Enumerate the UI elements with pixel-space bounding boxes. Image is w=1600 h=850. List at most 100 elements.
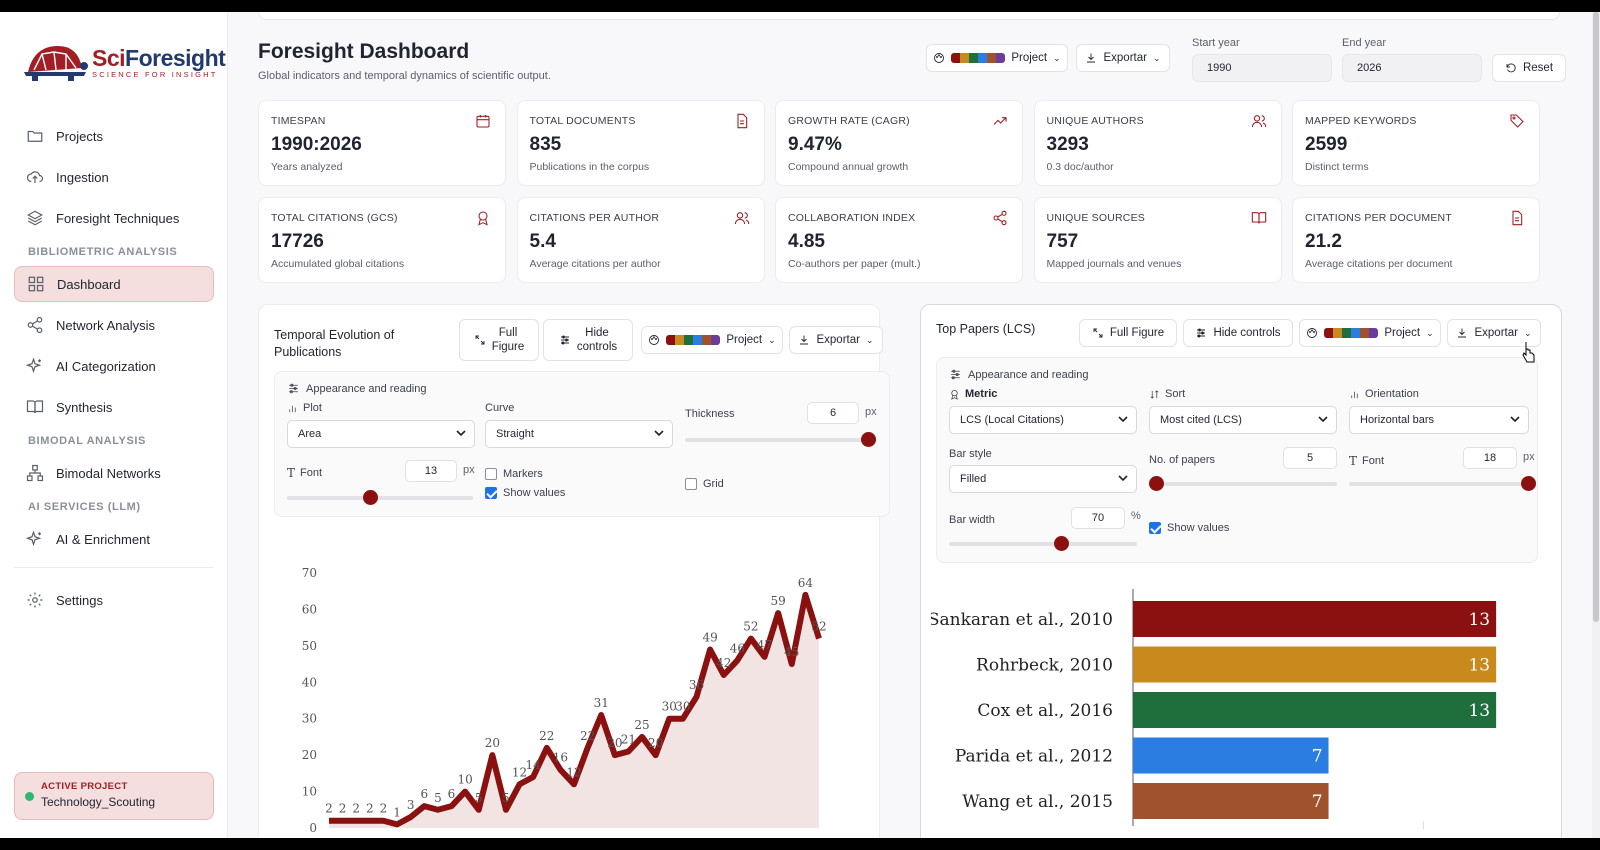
- show-values-checkbox[interactable]: Show values: [485, 487, 565, 499]
- network-icon: [26, 464, 44, 482]
- category-label: Sankaran et al., 2010: [931, 610, 1113, 630]
- stat-value: 17726: [271, 231, 324, 252]
- sidebar-item-settings[interactable]: Settings: [14, 582, 214, 618]
- appearance-controls: Appearance and reading Plot Area Curve S…: [274, 371, 890, 517]
- sidebar-item-network-analysis[interactable]: Network Analysis: [14, 307, 214, 343]
- font-slider-knob[interactable]: [1521, 476, 1536, 491]
- sort-select[interactable]: Most cited (LCS): [1149, 406, 1337, 434]
- brand-logo[interactable]: SciForesight SCIENCE FOR INSIGHT: [20, 40, 226, 84]
- plot-select[interactable]: Area: [287, 420, 475, 448]
- export-button[interactable]: Exportar ⌄: [1447, 319, 1541, 347]
- thickness-input[interactable]: 6: [807, 402, 859, 424]
- checkbox-box: [685, 478, 697, 490]
- export-button[interactable]: Exportar ⌄: [789, 326, 883, 354]
- font-slider-knob[interactable]: [362, 490, 378, 505]
- bar-style-select[interactable]: Filled: [949, 465, 1137, 493]
- data-label: 16: [553, 751, 568, 765]
- font-size-input[interactable]: 18: [1463, 447, 1517, 469]
- papers-slider-track[interactable]: [1149, 476, 1337, 491]
- full-figure-button[interactable]: Full Figure: [459, 319, 539, 361]
- metric-select[interactable]: LCS (Local Citations): [949, 406, 1137, 434]
- expand-icon: [475, 335, 485, 345]
- bar: [1133, 783, 1329, 819]
- sidebar-item-ai-categorization[interactable]: AI Categorization: [14, 348, 214, 384]
- y-tick-label: 50: [302, 639, 317, 653]
- sidebar-item-ai-enrichment[interactable]: AI & Enrichment: [14, 521, 214, 557]
- data-label: 2: [352, 802, 360, 816]
- bar: [1133, 692, 1497, 728]
- palette-selector[interactable]: Project ⌄: [641, 326, 783, 354]
- papers-count-input[interactable]: 5: [1283, 447, 1337, 469]
- start-year-input[interactable]: 1990: [1192, 54, 1332, 82]
- export-button[interactable]: Exportar ⌄: [1076, 44, 1170, 72]
- curve-select[interactable]: Straight: [485, 420, 673, 448]
- palette-swatch-color: [1333, 328, 1343, 338]
- page-scrollbar[interactable]: [1592, 12, 1600, 838]
- data-label: 7: [1312, 792, 1323, 812]
- stat-description: 0.3 doc/author: [1046, 161, 1114, 173]
- thickness-slider-knob[interactable]: [861, 432, 876, 447]
- palette-icon: [934, 53, 945, 63]
- cloud-upload-icon: [26, 171, 44, 183]
- sidebar-item-label: AI & Enrichment: [56, 531, 150, 547]
- bar-width-slider-knob[interactable]: [1053, 536, 1069, 551]
- sidebar-item-ingestion[interactable]: Ingestion: [14, 159, 214, 195]
- palette-swatch-color: [693, 335, 703, 345]
- end-year-input[interactable]: 2026: [1342, 54, 1482, 82]
- bar-width-input[interactable]: 70: [1071, 507, 1125, 529]
- palette-swatch-color: [711, 335, 721, 345]
- area-fill: [329, 594, 819, 828]
- hide-controls-button[interactable]: Hide controls: [1183, 319, 1293, 347]
- data-label: 59: [771, 594, 786, 608]
- bar-chart-icon: [289, 405, 296, 412]
- stat-value: 2599: [1305, 134, 1348, 155]
- data-label: 31: [594, 696, 609, 710]
- font-slider-track[interactable]: [287, 490, 473, 505]
- sidebar-item-label: Foresight Techniques: [56, 210, 180, 226]
- full-figure-button[interactable]: Full Figure: [1079, 319, 1177, 347]
- data-label: 14: [526, 758, 542, 772]
- gear-icon: [27, 592, 43, 608]
- top-toolbar-strip: [258, 12, 1560, 20]
- palette-swatch-color: [1360, 328, 1370, 338]
- stat-description: Accumulated global citations: [271, 258, 405, 270]
- stat-card-collaboration-index: COLLABORATION INDEX 4.85 Co-authors per pa…: [775, 197, 1023, 283]
- font-slider-track[interactable]: [1349, 476, 1536, 491]
- chevron-down-icon: ⌄: [865, 334, 874, 345]
- papers-slider-knob[interactable]: [1149, 476, 1164, 491]
- y-tick-label: 30: [302, 712, 317, 726]
- stat-description: Years analyzed: [271, 161, 343, 173]
- data-label: 10: [457, 773, 472, 787]
- bar-width-slider-track[interactable]: [949, 536, 1137, 551]
- grid-checkbox[interactable]: Grid: [685, 478, 724, 490]
- palette-selector[interactable]: Project ⌄: [926, 44, 1068, 72]
- palette-swatch-color: [960, 53, 970, 63]
- font-size-input[interactable]: 13: [405, 460, 457, 482]
- mouse-pointer-icon: [1522, 342, 1535, 363]
- data-label: 20: [485, 736, 500, 750]
- data-label: 49: [702, 631, 717, 645]
- palette-selector[interactable]: Project ⌄: [1299, 319, 1441, 347]
- thickness-slider-track[interactable]: [685, 432, 876, 447]
- bar-chart-icon: [1351, 391, 1358, 398]
- palette-swatch-color: [702, 335, 712, 345]
- sidebar-item-dashboard[interactable]: Dashboard: [14, 266, 214, 302]
- sidebar-item-bimodal-networks[interactable]: Bimodal Networks: [14, 455, 214, 491]
- download-icon: [1458, 328, 1467, 338]
- stat-card-total-citations-gcs: TOTAL CITATIONS (GCS) 17726 Accumulated gl…: [258, 197, 506, 283]
- orientation-select[interactable]: Horizontal bars: [1349, 406, 1529, 434]
- scrollbar-thumb[interactable]: [1593, 12, 1599, 622]
- data-label: 6: [448, 787, 456, 801]
- sidebar-item-synthesis[interactable]: Synthesis: [14, 389, 214, 425]
- stat-card-citations-per-author: CITATIONS PER AUTHOR 5.4 Average citations…: [516, 197, 765, 283]
- sidebar-item-foresight-techniques[interactable]: Foresight Techniques: [14, 200, 214, 236]
- markers-checkbox[interactable]: Markers: [485, 468, 543, 480]
- sidebar-item-projects[interactable]: Projects: [14, 118, 214, 154]
- hide-controls-button[interactable]: Hide controls: [543, 319, 633, 361]
- stat-label: MAPPED KEYWORDS: [1305, 115, 1417, 127]
- show-values-checkbox[interactable]: Show values: [1149, 522, 1229, 534]
- reset-button[interactable]: Reset: [1492, 54, 1566, 82]
- active-project-card[interactable]: ACTIVE PROJECT Technology_Scouting: [14, 772, 214, 820]
- main-content: Foresight Dashboard Global indicators an…: [228, 12, 1600, 838]
